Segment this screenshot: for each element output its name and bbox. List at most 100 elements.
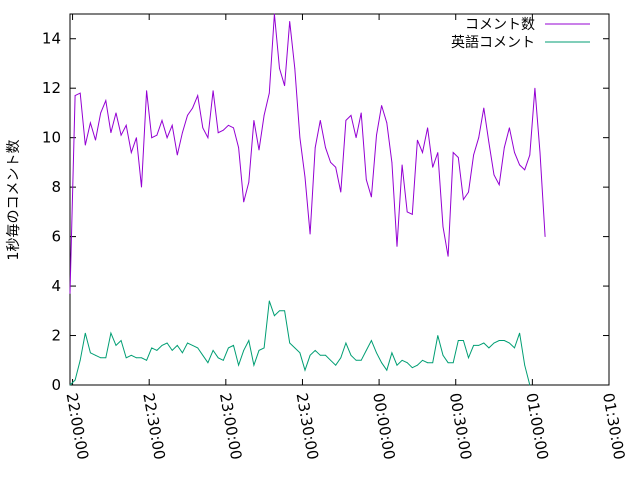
data-point: [253, 364, 255, 366]
data-point: [335, 364, 337, 366]
data-point: [376, 352, 377, 354]
data-point: [84, 144, 86, 146]
data-point: [105, 357, 107, 359]
data-point: [115, 112, 117, 114]
data-point: [447, 362, 449, 364]
data-point: [110, 332, 112, 334]
data-point: [335, 166, 337, 168]
data-point: [406, 362, 408, 364]
data-point: [478, 345, 480, 346]
data-point: [268, 92, 270, 94]
data-point: [452, 152, 454, 153]
data-point: [304, 369, 306, 371]
legend-label: 英語コメント: [451, 34, 535, 51]
data-point: [539, 152, 541, 153]
data-point: [141, 357, 142, 359]
data-point: [417, 364, 418, 366]
data-point: [90, 352, 91, 354]
data-point: [457, 157, 459, 158]
data-point: [325, 354, 326, 356]
data-point: [396, 364, 398, 366]
data-point: [498, 340, 500, 341]
data-point: [422, 152, 423, 153]
data-point: [233, 345, 234, 346]
data-point: [258, 350, 260, 351]
data-point: [381, 105, 382, 106]
data-point: [176, 154, 178, 156]
data-point: [115, 345, 117, 346]
y-tick-label: 8: [51, 178, 61, 196]
data-point: [360, 112, 362, 114]
data-point: [463, 199, 464, 200]
data-point: [217, 132, 219, 134]
x-tick-label: 22:00:00: [63, 392, 92, 461]
data-point: [529, 384, 531, 386]
data-point: [442, 354, 444, 356]
data-point: [514, 152, 515, 153]
data-point: [473, 154, 474, 156]
data-point: [309, 354, 311, 356]
data-point: [376, 134, 377, 136]
data-point: [79, 359, 81, 361]
data-point: [263, 347, 265, 349]
series-line: [69, 300, 531, 386]
data-point: [514, 347, 515, 349]
data-point: [90, 122, 91, 124]
data-point: [478, 137, 480, 139]
data-point: [452, 362, 454, 364]
data-point: [125, 124, 127, 126]
y-tick-label: 0: [51, 376, 61, 394]
data-point: [427, 362, 428, 364]
data-point: [432, 362, 434, 364]
data-point: [176, 345, 178, 346]
data-point: [243, 201, 245, 203]
data-point: [212, 90, 214, 92]
data-point: [473, 345, 474, 346]
data-point: [401, 164, 403, 166]
y-axis-label: 1秒毎のコメント数: [6, 140, 22, 261]
data-point: [243, 350, 245, 351]
data-point: [279, 68, 280, 69]
data-point: [69, 384, 71, 386]
data-point: [503, 147, 505, 149]
data-point: [371, 196, 372, 198]
data-point: [233, 127, 234, 129]
data-point: [340, 357, 342, 359]
data-point: [422, 359, 423, 361]
x-tick-label: 00:00:00: [369, 392, 398, 461]
data-point: [187, 115, 188, 116]
y-axis: 0 2 4 6 8 10 12 14: [42, 30, 609, 394]
data-point: [228, 347, 229, 349]
series-group: [69, 13, 546, 386]
data-point: [294, 68, 296, 69]
legend-label: コメント数: [465, 17, 535, 33]
data-point: [69, 293, 71, 294]
x-axis: 22:00:00 22:30:00 23:00:00 23:30:00 00:00:00…: [63, 14, 628, 461]
data-point: [468, 357, 469, 359]
data-point: [350, 354, 352, 356]
data-point: [248, 340, 250, 341]
data-point: [345, 120, 347, 121]
data-point: [457, 340, 459, 341]
data-point: [74, 95, 76, 96]
data-point: [120, 134, 122, 136]
data-point: [161, 120, 163, 121]
y-tick-label: 6: [51, 228, 61, 246]
data-point: [544, 236, 546, 238]
data-point: [207, 137, 209, 139]
data-point: [411, 213, 413, 215]
data-point: [100, 357, 102, 359]
data-point: [304, 176, 306, 178]
data-point: [411, 367, 413, 369]
data-point: [130, 152, 132, 153]
data-point: [84, 332, 86, 334]
data-point: [156, 350, 158, 351]
series-1: [69, 13, 546, 294]
data-point: [289, 21, 291, 22]
x-tick-label: 00:30:00: [446, 392, 475, 461]
series-line: [69, 13, 546, 294]
data-point: [488, 142, 490, 144]
data-point: [386, 369, 388, 371]
